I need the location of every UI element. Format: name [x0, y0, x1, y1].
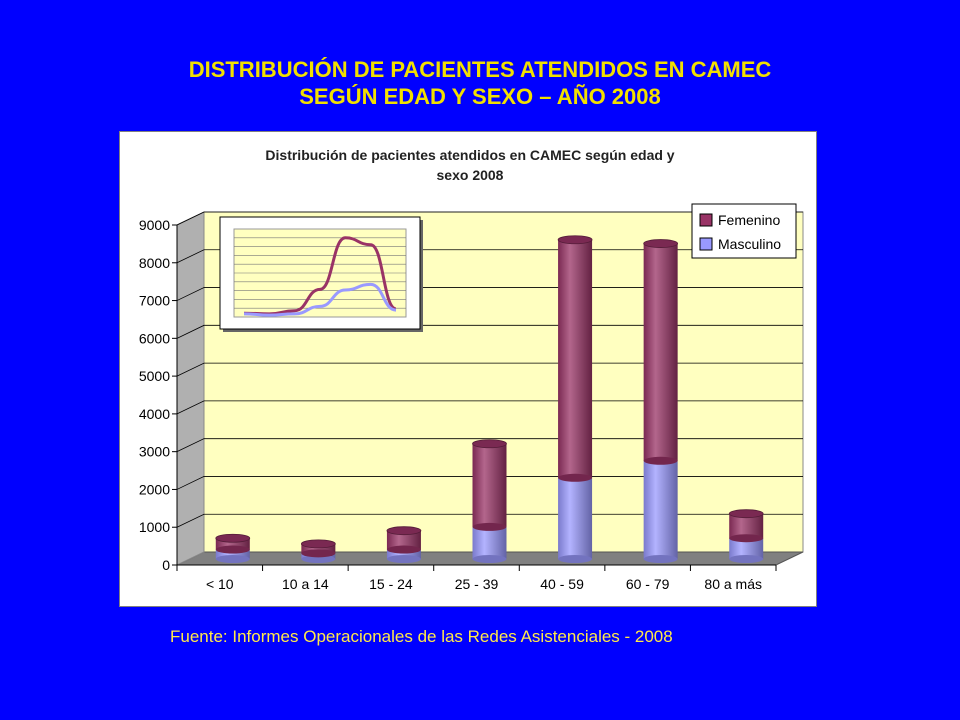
inset-line-chart	[219, 216, 423, 332]
bar-segment-masculino	[643, 460, 678, 559]
bar-stack	[557, 235, 593, 563]
x-tick-label: 10 a 14	[282, 576, 329, 592]
bar-segment-masculino	[215, 549, 250, 559]
x-tick-label: 25 - 39	[455, 576, 499, 592]
x-tick-label: 15 - 24	[369, 576, 413, 592]
slide-title-line1: DISTRIBUCIÓN DE PACIENTES ATENDIDOS EN C…	[188, 57, 772, 82]
bar-segment-bottom	[215, 545, 250, 554]
bar-top-cap	[386, 526, 422, 536]
bar-segment-bottom	[643, 456, 678, 465]
bar-segment-femenino	[643, 243, 678, 461]
bar-segment-masculino	[558, 477, 593, 559]
y-tick-label: 9000	[139, 217, 170, 233]
legend-swatch-masculino	[699, 237, 713, 251]
chart-title-line2: sexo 2008	[437, 167, 504, 183]
bar-segment-femenino	[386, 530, 421, 550]
bar-segment-bottom	[643, 555, 678, 563]
legend: Femenino Masculino	[691, 203, 797, 259]
source-note: Fuente: Informes Operacionales de las Re…	[170, 627, 673, 646]
x-tick-label: 60 - 79	[626, 576, 670, 592]
gridline	[176, 324, 803, 339]
bar-segment-bottom	[472, 522, 507, 531]
chart-container: Distribución de pacientes atendidos en C…	[119, 131, 817, 607]
slide-title: DISTRIBUCIÓN DE PACIENTES ATENDIDOS EN C…	[0, 56, 960, 110]
y-tick-label: 6000	[139, 330, 170, 346]
bar-stack	[728, 509, 764, 563]
gridline	[176, 476, 803, 490]
bar-segment-bottom	[215, 555, 250, 563]
bar-segment-bottom	[472, 555, 507, 563]
y-tick-label: 4000	[139, 406, 170, 422]
bar-stack	[472, 439, 507, 563]
inset-line-masculino	[243, 282, 397, 317]
x-tick-label: 40 - 59	[540, 576, 584, 592]
x-tick-label: < 10	[206, 576, 234, 592]
side-wall	[176, 211, 205, 566]
bar-segment-femenino	[472, 443, 507, 527]
x-tick-label: 80 a más	[704, 576, 762, 592]
slide-title-line2: SEGÚN EDAD Y SEXO – AÑO 2008	[299, 84, 661, 109]
gridline	[176, 211, 803, 226]
y-tick-label: 3000	[139, 444, 170, 460]
bar-top-cap	[215, 533, 251, 543]
bar-segment-masculino	[729, 538, 764, 559]
legend-swatch-femenino	[699, 213, 713, 227]
bar-segment-bottom	[386, 545, 421, 554]
gridline	[176, 513, 803, 528]
gridline	[176, 249, 803, 264]
gridline	[176, 438, 803, 453]
gridline	[176, 362, 803, 377]
bar-segment-bottom	[386, 555, 421, 563]
bar-top-cap	[643, 239, 679, 248]
gridline	[176, 400, 803, 415]
bar-segment-bottom	[729, 555, 764, 563]
axes: 0 1000 2000 3000 4000 5000 6000 7000 8000 9000 < 1…	[139, 217, 777, 592]
bar-segment-femenino	[215, 538, 250, 550]
legend-label: Masculino	[718, 236, 781, 252]
bar-segment-femenino	[301, 543, 336, 554]
bar-segment-masculino	[386, 549, 421, 559]
y-tick-label: 1000	[139, 519, 170, 535]
y-tick-label: 2000	[139, 481, 170, 497]
bar-top-cap	[557, 235, 593, 245]
bar-top-cap	[728, 509, 764, 519]
bar-stack	[386, 526, 422, 563]
bar-segment-masculino	[472, 526, 507, 559]
stacked-bar-chart: Distribución de pacientes atendidos en C…	[139, 147, 804, 592]
gridline	[176, 287, 803, 301]
gridlines	[176, 211, 803, 528]
bar-stack	[215, 533, 251, 563]
bar-top-cap	[300, 539, 336, 549]
y-tick-label: 8000	[139, 255, 170, 271]
bar-segment-bottom	[301, 555, 336, 563]
bar-segment-femenino	[558, 239, 593, 478]
legend-label: Femenino	[718, 212, 780, 228]
bar-stack	[643, 239, 679, 563]
chart-title-line1: Distribución de pacientes atendidos en C…	[265, 147, 674, 163]
bar-top-cap	[472, 439, 507, 449]
y-tick-label: 7000	[139, 293, 170, 309]
y-tick-label: 5000	[139, 368, 170, 384]
bar-segment-bottom	[729, 534, 764, 543]
bars	[215, 235, 764, 563]
bar-segment-bottom	[558, 473, 593, 482]
bar-stack	[300, 539, 336, 563]
bar-segment-bottom	[301, 549, 336, 558]
bar-segment-bottom	[558, 555, 593, 563]
y-tick-label: 0	[162, 557, 170, 573]
